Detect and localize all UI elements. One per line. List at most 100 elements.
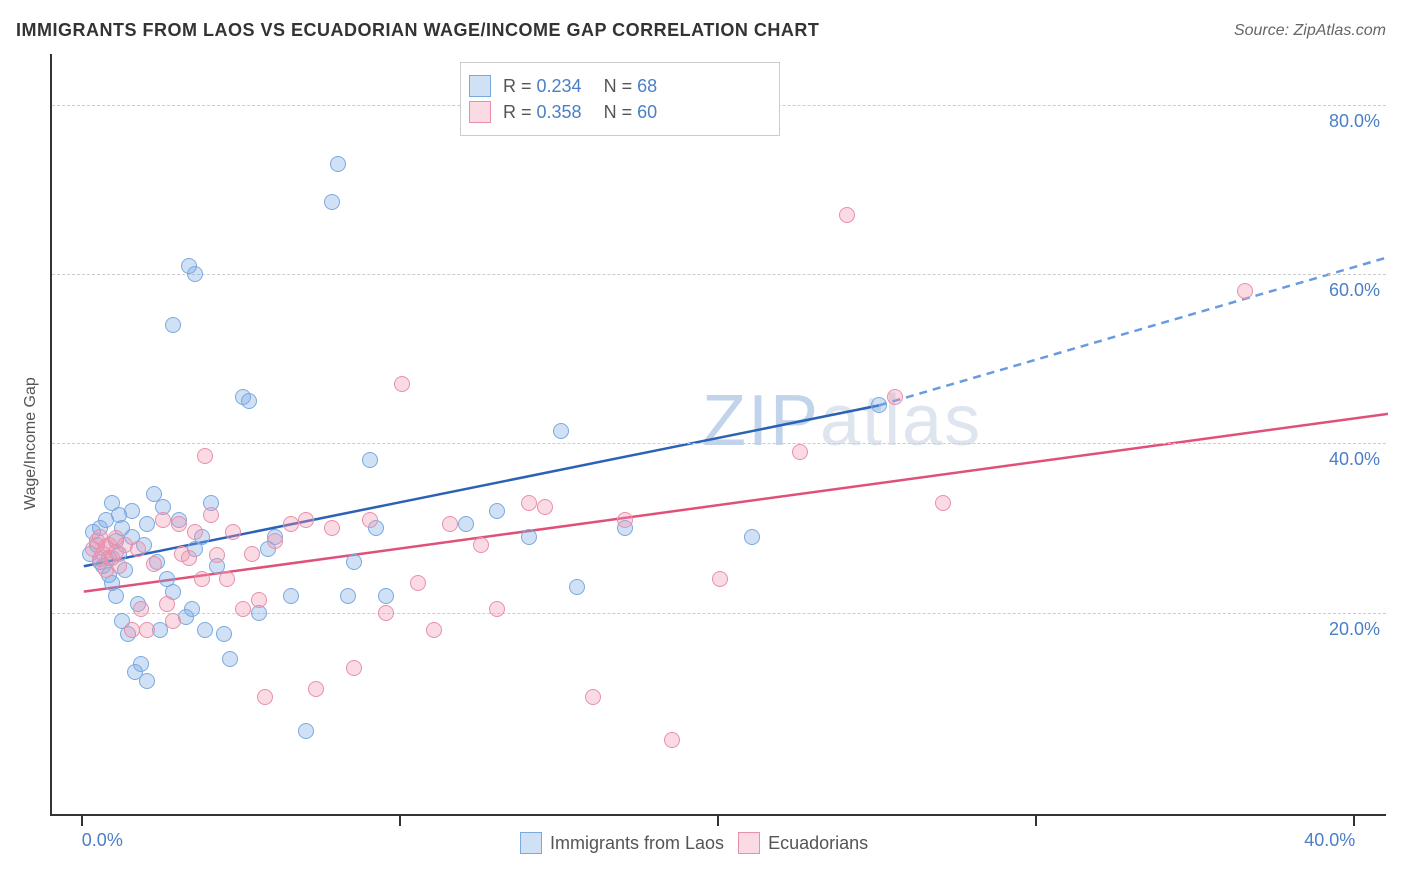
scatter-point-ecuadorians bbox=[194, 571, 210, 587]
scatter-point-laos bbox=[521, 529, 537, 545]
scatter-point-ecuadorians bbox=[442, 516, 458, 532]
scatter-point-ecuadorians bbox=[165, 613, 181, 629]
bottom-legend-item: Ecuadorians bbox=[738, 832, 868, 854]
scatter-point-ecuadorians bbox=[792, 444, 808, 460]
x-tick bbox=[81, 816, 83, 826]
scatter-point-ecuadorians bbox=[155, 512, 171, 528]
scatter-point-ecuadorians bbox=[839, 207, 855, 223]
scatter-point-laos bbox=[340, 588, 356, 604]
y-tick-label: 20.0% bbox=[1329, 619, 1380, 640]
x-tick-label: 40.0% bbox=[1304, 830, 1355, 851]
x-tick bbox=[1353, 816, 1355, 826]
scatter-point-ecuadorians bbox=[197, 448, 213, 464]
scatter-point-ecuadorians bbox=[130, 541, 146, 557]
scatter-point-ecuadorians bbox=[133, 601, 149, 617]
scatter-point-ecuadorians bbox=[537, 499, 553, 515]
scatter-point-ecuadorians bbox=[473, 537, 489, 553]
watermark: ZIPatlas bbox=[702, 380, 982, 462]
legend-swatch bbox=[738, 832, 760, 854]
x-tick bbox=[399, 816, 401, 826]
scatter-point-laos bbox=[184, 601, 200, 617]
scatter-point-laos bbox=[165, 317, 181, 333]
scatter-point-ecuadorians bbox=[251, 592, 267, 608]
scatter-point-ecuadorians bbox=[617, 512, 633, 528]
scatter-point-ecuadorians bbox=[225, 524, 241, 540]
legend-row: R = 0.234 N = 68 bbox=[469, 75, 771, 97]
legend-n: N = 68 bbox=[594, 76, 658, 97]
legend-swatch bbox=[520, 832, 542, 854]
source-attribution: Source: ZipAtlas.com bbox=[1234, 22, 1386, 40]
scatter-point-ecuadorians bbox=[378, 605, 394, 621]
scatter-point-ecuadorians bbox=[887, 389, 903, 405]
scatter-point-ecuadorians bbox=[244, 546, 260, 562]
scatter-point-laos bbox=[108, 588, 124, 604]
bottom-legend: Immigrants from Laos Ecuadorians bbox=[520, 832, 868, 854]
scatter-point-laos bbox=[346, 554, 362, 570]
gridline-h bbox=[52, 274, 1386, 275]
x-tick bbox=[717, 816, 719, 826]
scatter-point-ecuadorians bbox=[124, 622, 140, 638]
legend-r: R = 0.234 bbox=[503, 76, 582, 97]
legend-box: R = 0.234 N = 68 R = 0.358 N = 60 bbox=[460, 62, 780, 136]
scatter-point-ecuadorians bbox=[346, 660, 362, 676]
y-axis-label: Wage/Income Gap bbox=[22, 377, 40, 510]
scatter-point-laos bbox=[362, 452, 378, 468]
x-tick bbox=[1035, 816, 1037, 826]
legend-swatch bbox=[469, 75, 491, 97]
scatter-point-ecuadorians bbox=[585, 689, 601, 705]
scatter-point-ecuadorians bbox=[139, 622, 155, 638]
scatter-point-laos bbox=[216, 626, 232, 642]
scatter-point-laos bbox=[283, 588, 299, 604]
source-link[interactable]: ZipAtlas.com bbox=[1294, 22, 1386, 39]
scatter-point-ecuadorians bbox=[410, 575, 426, 591]
scatter-point-laos bbox=[458, 516, 474, 532]
legend-row: R = 0.358 N = 60 bbox=[469, 101, 771, 123]
scatter-point-ecuadorians bbox=[298, 512, 314, 528]
chart-container: IMMIGRANTS FROM LAOS VS ECUADORIAN WAGE/… bbox=[0, 0, 1406, 892]
scatter-point-ecuadorians bbox=[712, 571, 728, 587]
scatter-point-ecuadorians bbox=[181, 550, 197, 566]
scatter-point-ecuadorians bbox=[426, 622, 442, 638]
source-prefix: Source: bbox=[1234, 22, 1294, 39]
scatter-point-ecuadorians bbox=[257, 689, 273, 705]
gridline-h bbox=[52, 443, 1386, 444]
scatter-chart: ZIPatlas 20.0% 40.0% 60.0% 80.0% bbox=[50, 54, 1386, 816]
legend-swatch bbox=[469, 101, 491, 123]
scatter-point-ecuadorians bbox=[489, 601, 505, 617]
scatter-point-ecuadorians bbox=[235, 601, 251, 617]
scatter-point-laos bbox=[222, 651, 238, 667]
scatter-point-ecuadorians bbox=[308, 681, 324, 697]
trend-lines bbox=[52, 54, 1388, 816]
scatter-point-laos bbox=[197, 622, 213, 638]
legend-n: N = 60 bbox=[594, 102, 658, 123]
scatter-point-ecuadorians bbox=[209, 547, 225, 563]
scatter-point-laos bbox=[124, 503, 140, 519]
scatter-point-laos bbox=[133, 656, 149, 672]
scatter-point-laos bbox=[378, 588, 394, 604]
scatter-point-laos bbox=[298, 723, 314, 739]
scatter-point-laos bbox=[324, 194, 340, 210]
scatter-point-ecuadorians bbox=[935, 495, 951, 511]
scatter-point-laos bbox=[489, 503, 505, 519]
scatter-point-ecuadorians bbox=[362, 512, 378, 528]
y-tick-label: 40.0% bbox=[1329, 449, 1380, 470]
scatter-point-ecuadorians bbox=[267, 533, 283, 549]
chart-title: IMMIGRANTS FROM LAOS VS ECUADORIAN WAGE/… bbox=[16, 20, 819, 41]
scatter-point-ecuadorians bbox=[203, 507, 219, 523]
y-tick-label: 60.0% bbox=[1329, 280, 1380, 301]
scatter-point-ecuadorians bbox=[171, 516, 187, 532]
scatter-point-ecuadorians bbox=[111, 558, 127, 574]
scatter-point-ecuadorians bbox=[324, 520, 340, 536]
scatter-point-laos bbox=[330, 156, 346, 172]
y-tick-label: 80.0% bbox=[1329, 111, 1380, 132]
scatter-point-ecuadorians bbox=[187, 524, 203, 540]
scatter-point-ecuadorians bbox=[521, 495, 537, 511]
legend-label: Ecuadorians bbox=[768, 833, 868, 854]
scatter-point-ecuadorians bbox=[219, 571, 235, 587]
legend-label: Immigrants from Laos bbox=[550, 833, 724, 854]
scatter-point-ecuadorians bbox=[283, 516, 299, 532]
legend-r: R = 0.358 bbox=[503, 102, 582, 123]
scatter-point-ecuadorians bbox=[394, 376, 410, 392]
scatter-point-ecuadorians bbox=[159, 596, 175, 612]
scatter-point-laos bbox=[569, 579, 585, 595]
